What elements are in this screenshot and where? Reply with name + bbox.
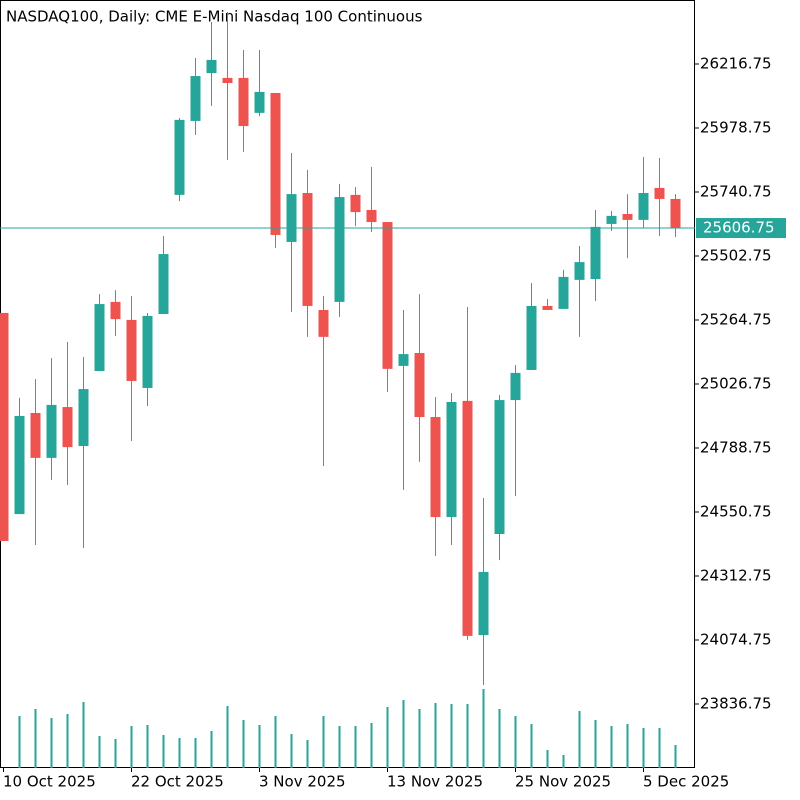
candle-body: [494, 400, 505, 534]
candle-body: [94, 304, 105, 372]
candle-body: [510, 372, 521, 401]
x-tick-label: 22 Oct 2025: [131, 773, 224, 791]
candle-body: [350, 194, 361, 213]
last-price-box: [696, 218, 786, 239]
candle-body: [366, 209, 377, 223]
candle-body: [462, 400, 473, 636]
x-tick-label: 13 Nov 2025: [387, 773, 483, 791]
candle-body: [526, 305, 537, 370]
candle-body: [430, 417, 441, 518]
candle-body: [382, 222, 393, 369]
candle-body: [270, 92, 281, 235]
candle-body: [190, 76, 201, 121]
candle-body: [78, 389, 89, 447]
y-tick-label: 24550.75: [700, 503, 772, 521]
y-tick-label: 24312.75: [700, 567, 772, 585]
y-tick-label: 25264.75: [700, 311, 772, 329]
candle-body: [206, 59, 217, 74]
candle-body: [30, 412, 41, 458]
candle-body: [0, 312, 9, 541]
y-tick-label: 24074.75: [700, 631, 772, 649]
candle-body: [254, 91, 265, 113]
candle-body: [398, 354, 409, 366]
candle-body: [558, 276, 569, 309]
y-tick-label: 25502.75: [700, 247, 772, 265]
candle-body: [654, 187, 665, 199]
candle-body: [318, 309, 329, 337]
candle-body: [606, 215, 617, 224]
x-tick-label: 3 Nov 2025: [259, 773, 346, 791]
candle-body: [670, 198, 681, 229]
candle-body: [574, 262, 585, 280]
candle-body: [110, 301, 121, 320]
candle-body: [590, 226, 601, 280]
y-tick-label: 23836.75: [700, 695, 772, 713]
candle-body: [414, 353, 425, 418]
candle-body: [14, 415, 25, 515]
last-price-label: 25606.75: [703, 219, 775, 237]
candle-body: [222, 77, 233, 84]
y-tick-label: 25026.75: [700, 375, 772, 393]
y-tick-label: 25740.75: [700, 183, 772, 201]
x-tick-label: 25 Nov 2025: [515, 773, 611, 791]
x-tick-label: 5 Dec 2025: [643, 773, 729, 791]
y-tick-label: 24788.75: [700, 439, 772, 457]
candle-body: [174, 119, 185, 195]
candle-body: [62, 407, 73, 448]
candle-body: [158, 254, 169, 315]
candle-body: [302, 193, 313, 306]
candle-body: [478, 571, 489, 636]
chart-title: NASDAQ100, Daily: CME E-Mini Nasdaq 100 …: [6, 8, 423, 26]
candle-body: [334, 197, 345, 302]
candle-body: [46, 404, 57, 458]
x-tick-label: 10 Oct 2025: [3, 773, 96, 791]
candle-body: [638, 193, 649, 220]
plot-frame: [0, 0, 695, 768]
candle-body: [622, 213, 633, 220]
candle-body: [142, 315, 153, 388]
candle-body: [542, 305, 553, 310]
candle-body: [126, 319, 137, 381]
candle-body: [286, 194, 297, 242]
y-tick-label: 26216.75: [700, 55, 772, 73]
candle-body: [446, 401, 457, 518]
y-tick-label: 25978.75: [700, 119, 772, 137]
candle-body: [238, 77, 249, 127]
